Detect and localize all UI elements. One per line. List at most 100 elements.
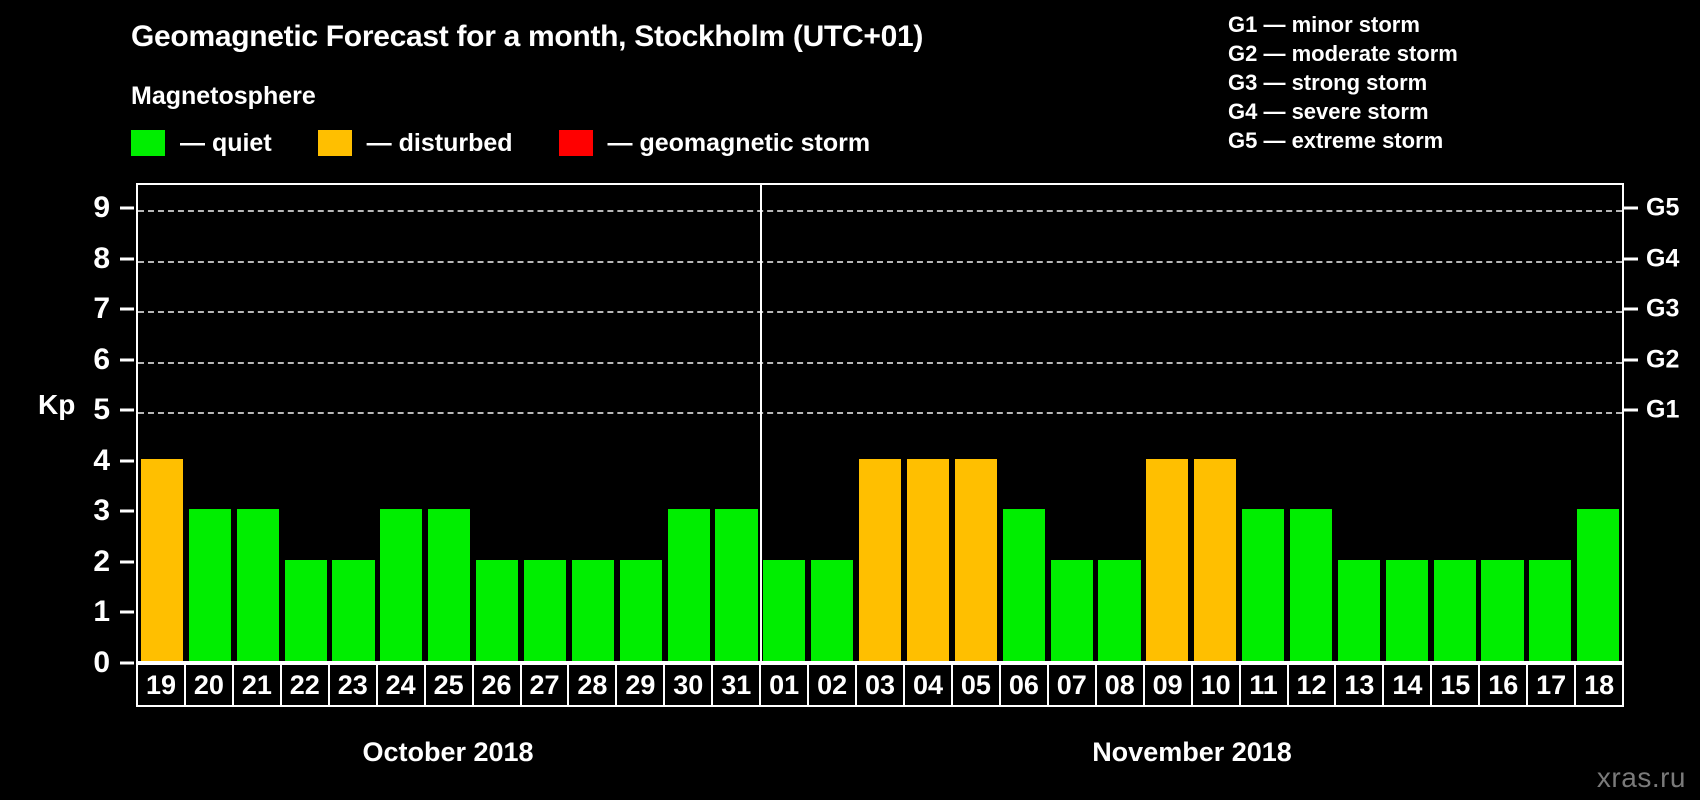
bar-quiet[interactable] — [715, 509, 758, 661]
bar-cell[interactable] — [473, 185, 521, 661]
bar-cell[interactable] — [330, 185, 378, 661]
day-label[interactable]: 01 — [761, 665, 810, 705]
bar-disturbed[interactable] — [859, 458, 902, 661]
day-label[interactable]: 31 — [713, 665, 762, 705]
bar-quiet[interactable] — [1098, 559, 1141, 661]
bar-quiet[interactable] — [380, 509, 423, 661]
g-tick-mark — [1624, 408, 1638, 412]
bar-cell[interactable] — [569, 185, 617, 661]
bar-cell[interactable] — [1479, 185, 1527, 661]
day-label[interactable]: 12 — [1289, 665, 1337, 705]
bar-cell[interactable] — [904, 185, 952, 661]
bar-quiet[interactable] — [1577, 509, 1620, 661]
day-label[interactable]: 05 — [953, 665, 1001, 705]
bar-quiet[interactable] — [667, 509, 710, 661]
g-scale-axis: G1 G2 G3 G4 G5 — [1624, 183, 1700, 663]
bar-cell[interactable] — [521, 185, 569, 661]
day-label[interactable]: 27 — [522, 665, 570, 705]
day-label[interactable]: 16 — [1480, 665, 1529, 705]
day-label[interactable]: 07 — [1049, 665, 1097, 705]
bar-cell[interactable] — [1335, 185, 1383, 661]
bar-quiet[interactable] — [571, 559, 614, 661]
bar-quiet[interactable] — [1289, 509, 1332, 661]
bar-disturbed[interactable] — [140, 458, 183, 661]
bar-quiet[interactable] — [284, 559, 327, 661]
day-label[interactable]: 25 — [426, 665, 474, 705]
bar-cell[interactable] — [1431, 185, 1479, 661]
bar-cell[interactable] — [425, 185, 473, 661]
bar-quiet[interactable] — [332, 559, 375, 661]
day-label[interactable]: 11 — [1241, 665, 1289, 705]
bar-disturbed[interactable] — [906, 458, 949, 661]
y-tick-label: 8 — [93, 241, 110, 275]
bar-quiet[interactable] — [1242, 509, 1285, 661]
bar-cell[interactable] — [1191, 185, 1239, 661]
bar-quiet[interactable] — [1002, 509, 1045, 661]
bar-cell[interactable] — [1048, 185, 1096, 661]
bar-cell[interactable] — [617, 185, 665, 661]
bar-disturbed[interactable] — [1194, 458, 1237, 661]
day-label[interactable]: 06 — [1001, 665, 1049, 705]
day-label[interactable]: 19 — [138, 665, 186, 705]
day-label[interactable]: 28 — [569, 665, 618, 705]
bar-disturbed[interactable] — [954, 458, 997, 661]
day-label[interactable]: 18 — [1584, 669, 1615, 700]
bar-quiet[interactable] — [476, 559, 519, 661]
bar-quiet[interactable] — [763, 559, 806, 661]
day-label[interactable]: 08 — [1097, 665, 1145, 705]
day-label[interactable]: 24 — [378, 665, 426, 705]
day-label[interactable]: 09 — [1145, 665, 1193, 705]
bar-cell[interactable] — [234, 185, 282, 661]
day-label[interactable]: 21 — [234, 665, 282, 705]
bar-cell[interactable] — [1143, 185, 1191, 661]
day-label[interactable]: 20 — [186, 665, 234, 705]
day-label[interactable]: 17 — [1528, 665, 1577, 705]
bar-quiet[interactable] — [1529, 559, 1572, 661]
bar-cell[interactable] — [1000, 185, 1048, 661]
day-label[interactable]: 13 — [1336, 665, 1385, 705]
bar-cell[interactable] — [282, 185, 330, 661]
bar-cell[interactable] — [1526, 185, 1574, 661]
bar-cell[interactable] — [138, 185, 186, 661]
day-label[interactable]: 26 — [474, 665, 522, 705]
bar-cell[interactable] — [1239, 185, 1287, 661]
bar-cell[interactable] — [377, 185, 425, 661]
bar-cell[interactable] — [665, 185, 713, 661]
g-tick-mark — [1624, 358, 1638, 362]
bar-quiet[interactable] — [428, 509, 471, 661]
bar-quiet[interactable] — [236, 509, 279, 661]
bar-quiet[interactable] — [523, 559, 566, 661]
day-label[interactable]: 04 — [905, 665, 953, 705]
bar-cell[interactable] — [760, 185, 808, 661]
day-label[interactable]: 15 — [1432, 665, 1481, 705]
bar-quiet[interactable] — [619, 559, 662, 661]
day-label[interactable]: 23 — [330, 665, 378, 705]
bar-cell[interactable] — [856, 185, 904, 661]
bar-cell[interactable] — [713, 185, 761, 661]
day-label[interactable]: 30 — [665, 665, 714, 705]
bar-cell[interactable] — [808, 185, 856, 661]
bar-cell[interactable] — [1096, 185, 1144, 661]
bar-quiet[interactable] — [1385, 559, 1428, 661]
y-tick-mark — [120, 307, 134, 311]
bar-disturbed[interactable] — [1146, 458, 1189, 661]
bar-quiet[interactable] — [1337, 559, 1380, 661]
day-label[interactable]: 14 — [1384, 665, 1433, 705]
day-label[interactable]: 02 — [809, 665, 858, 705]
day-label[interactable]: 22 — [282, 665, 330, 705]
bar-cell[interactable] — [1383, 185, 1431, 661]
y-axis: 0 1 2 3 4 5 6 7 8 9 — [0, 183, 136, 679]
bar-quiet[interactable] — [1481, 559, 1524, 661]
bar-quiet[interactable] — [1433, 559, 1476, 661]
bar-quiet[interactable] — [811, 559, 854, 661]
bar-cell[interactable] — [1574, 185, 1622, 661]
bar-quiet[interactable] — [1050, 559, 1093, 661]
bar-cell[interactable] — [1287, 185, 1335, 661]
day-label[interactable]: 10 — [1193, 665, 1241, 705]
bar-cell[interactable] — [952, 185, 1000, 661]
gridline — [138, 260, 1622, 263]
bar-cell[interactable] — [186, 185, 234, 661]
day-label[interactable]: 29 — [617, 665, 666, 705]
bar-quiet[interactable] — [188, 509, 231, 661]
day-label[interactable]: 03 — [857, 665, 905, 705]
